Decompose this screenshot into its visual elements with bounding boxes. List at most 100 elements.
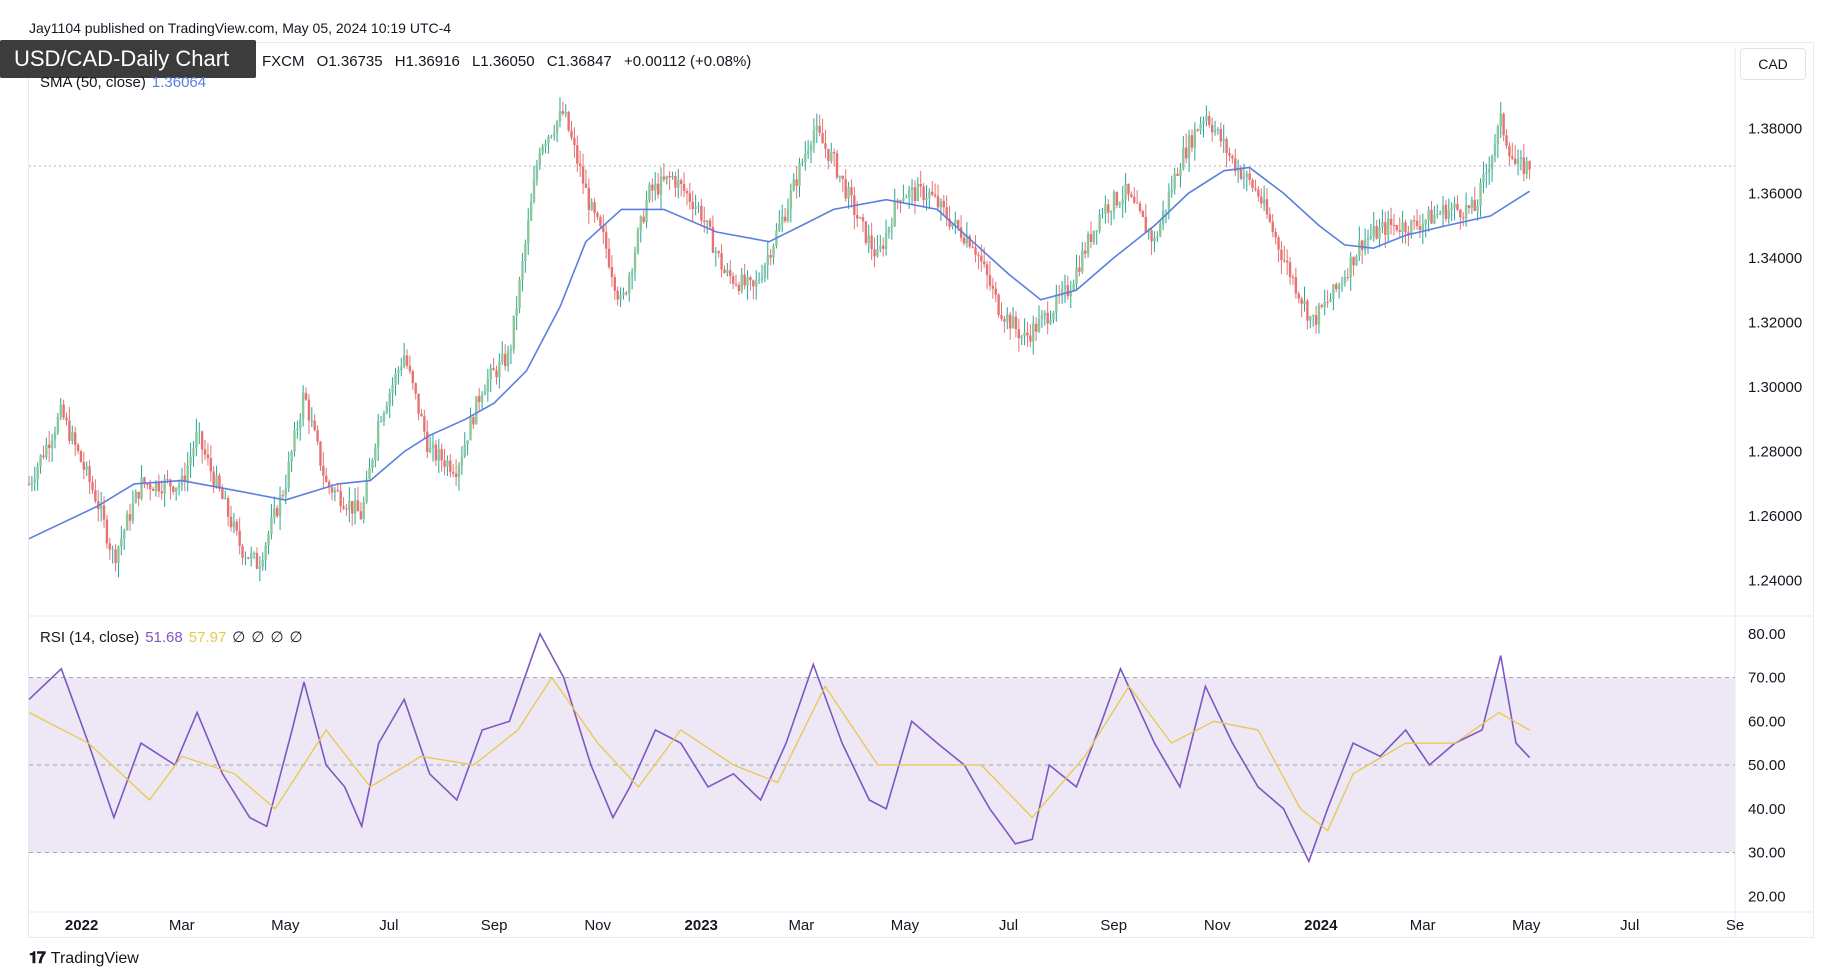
candle-down	[720, 253, 723, 270]
rsi-axis-tick-label: 70.00	[1748, 670, 1786, 687]
candle-up	[847, 187, 850, 199]
time-axis-tick-label: Mar	[788, 917, 814, 934]
tradingview-logo[interactable]: 𝟏𝟕 TradingView	[29, 950, 139, 968]
candle-up	[1060, 288, 1064, 296]
candle-up	[714, 251, 718, 253]
ohlc-legend: FXCM O1.36735 H1.36916 L1.36050 C1.36847…	[262, 53, 759, 70]
candle-down	[255, 552, 259, 569]
candle-up	[460, 456, 464, 466]
candle-up	[809, 144, 813, 151]
sma-legend[interactable]: SMA (50, close) 1.36064	[40, 74, 206, 91]
currency-button[interactable]: CAD	[1740, 48, 1806, 80]
candle-down	[417, 393, 420, 414]
candle-up	[907, 189, 911, 198]
candle-down	[146, 483, 149, 485]
candle-down	[1228, 153, 1231, 156]
candle-down	[832, 152, 836, 154]
candle-up	[884, 232, 888, 249]
candle-up	[192, 448, 195, 457]
time-axis-tick-label: Nov	[584, 917, 611, 934]
candle-down	[1127, 183, 1130, 195]
candle-up	[215, 475, 218, 487]
source-label: FXCM	[262, 53, 305, 70]
candle-down	[936, 196, 940, 208]
candle-up	[547, 136, 550, 144]
candle-down	[420, 413, 423, 417]
candle-up	[902, 198, 905, 201]
candle-up	[134, 491, 137, 504]
candle-down	[1176, 173, 1179, 177]
candle-up	[786, 208, 790, 222]
candle-down	[717, 251, 720, 254]
candle-up	[466, 440, 469, 445]
candle-up	[224, 498, 227, 500]
price-axis-tick-label: 1.24000	[1748, 573, 1802, 590]
candle-down	[1283, 260, 1286, 262]
time-axis-tick-label: May	[1512, 917, 1541, 934]
candle-up	[890, 226, 894, 228]
candle-up	[619, 295, 622, 300]
rsi-legend[interactable]: RSI (14, close) 51.68 57.97 ∅ ∅ ∅ ∅	[40, 628, 303, 646]
candle-up	[1199, 124, 1202, 131]
candle-up	[893, 200, 896, 227]
candle-down	[1014, 316, 1018, 330]
candle-up	[290, 451, 293, 462]
candle-down	[1234, 158, 1237, 172]
candle-up	[397, 370, 400, 374]
candle-up	[53, 432, 57, 441]
time-axis-tick-label: May	[271, 917, 300, 934]
candle-down	[700, 205, 703, 221]
candle-down	[1029, 335, 1032, 342]
candle-down	[1314, 315, 1318, 325]
candle-down	[573, 137, 576, 146]
candle-down	[616, 290, 619, 300]
candle-up	[174, 487, 178, 492]
candle-up	[789, 190, 793, 209]
candle-up	[838, 175, 842, 178]
candle-up	[1303, 300, 1306, 304]
candle-up	[1309, 316, 1312, 321]
rsi-param-null-icon: ∅	[251, 629, 265, 646]
candle-down	[945, 207, 948, 219]
candle-down	[581, 166, 585, 184]
sma-value: 1.36064	[151, 74, 207, 91]
candle-down	[1144, 216, 1147, 233]
candle-down	[896, 200, 899, 202]
candle-up	[521, 260, 524, 280]
candle-up	[1069, 290, 1072, 297]
candle-up	[480, 394, 484, 402]
candle-up	[232, 521, 236, 528]
candle-down	[42, 455, 45, 458]
candle-down	[1231, 155, 1234, 159]
candle-down	[1528, 161, 1531, 170]
candle-down	[656, 183, 660, 195]
candle-up	[299, 418, 302, 429]
candle-down	[137, 491, 140, 499]
candle-down	[899, 200, 902, 202]
candle-up	[123, 530, 126, 539]
candle-up	[463, 444, 466, 457]
candle-down	[864, 221, 868, 243]
candle-down	[913, 187, 917, 201]
candle-up	[792, 179, 795, 191]
candle-up	[186, 465, 189, 482]
candle-down	[959, 227, 963, 238]
candle-down	[503, 354, 507, 367]
candle-up	[111, 549, 114, 551]
candle-up	[33, 479, 36, 483]
candle-up	[1332, 284, 1335, 299]
candle-up	[1095, 230, 1098, 232]
candle-up	[71, 432, 74, 441]
candle-down	[873, 249, 876, 257]
candle-down	[599, 217, 602, 227]
candle-down	[316, 430, 319, 442]
candle-up	[694, 206, 697, 210]
candle-down	[1389, 218, 1393, 225]
candle-up	[1121, 199, 1124, 204]
candle-down	[749, 277, 752, 281]
candle-down	[578, 163, 582, 167]
candle-up	[163, 479, 166, 494]
candle-up	[867, 235, 870, 243]
candle-down	[1395, 225, 1399, 231]
